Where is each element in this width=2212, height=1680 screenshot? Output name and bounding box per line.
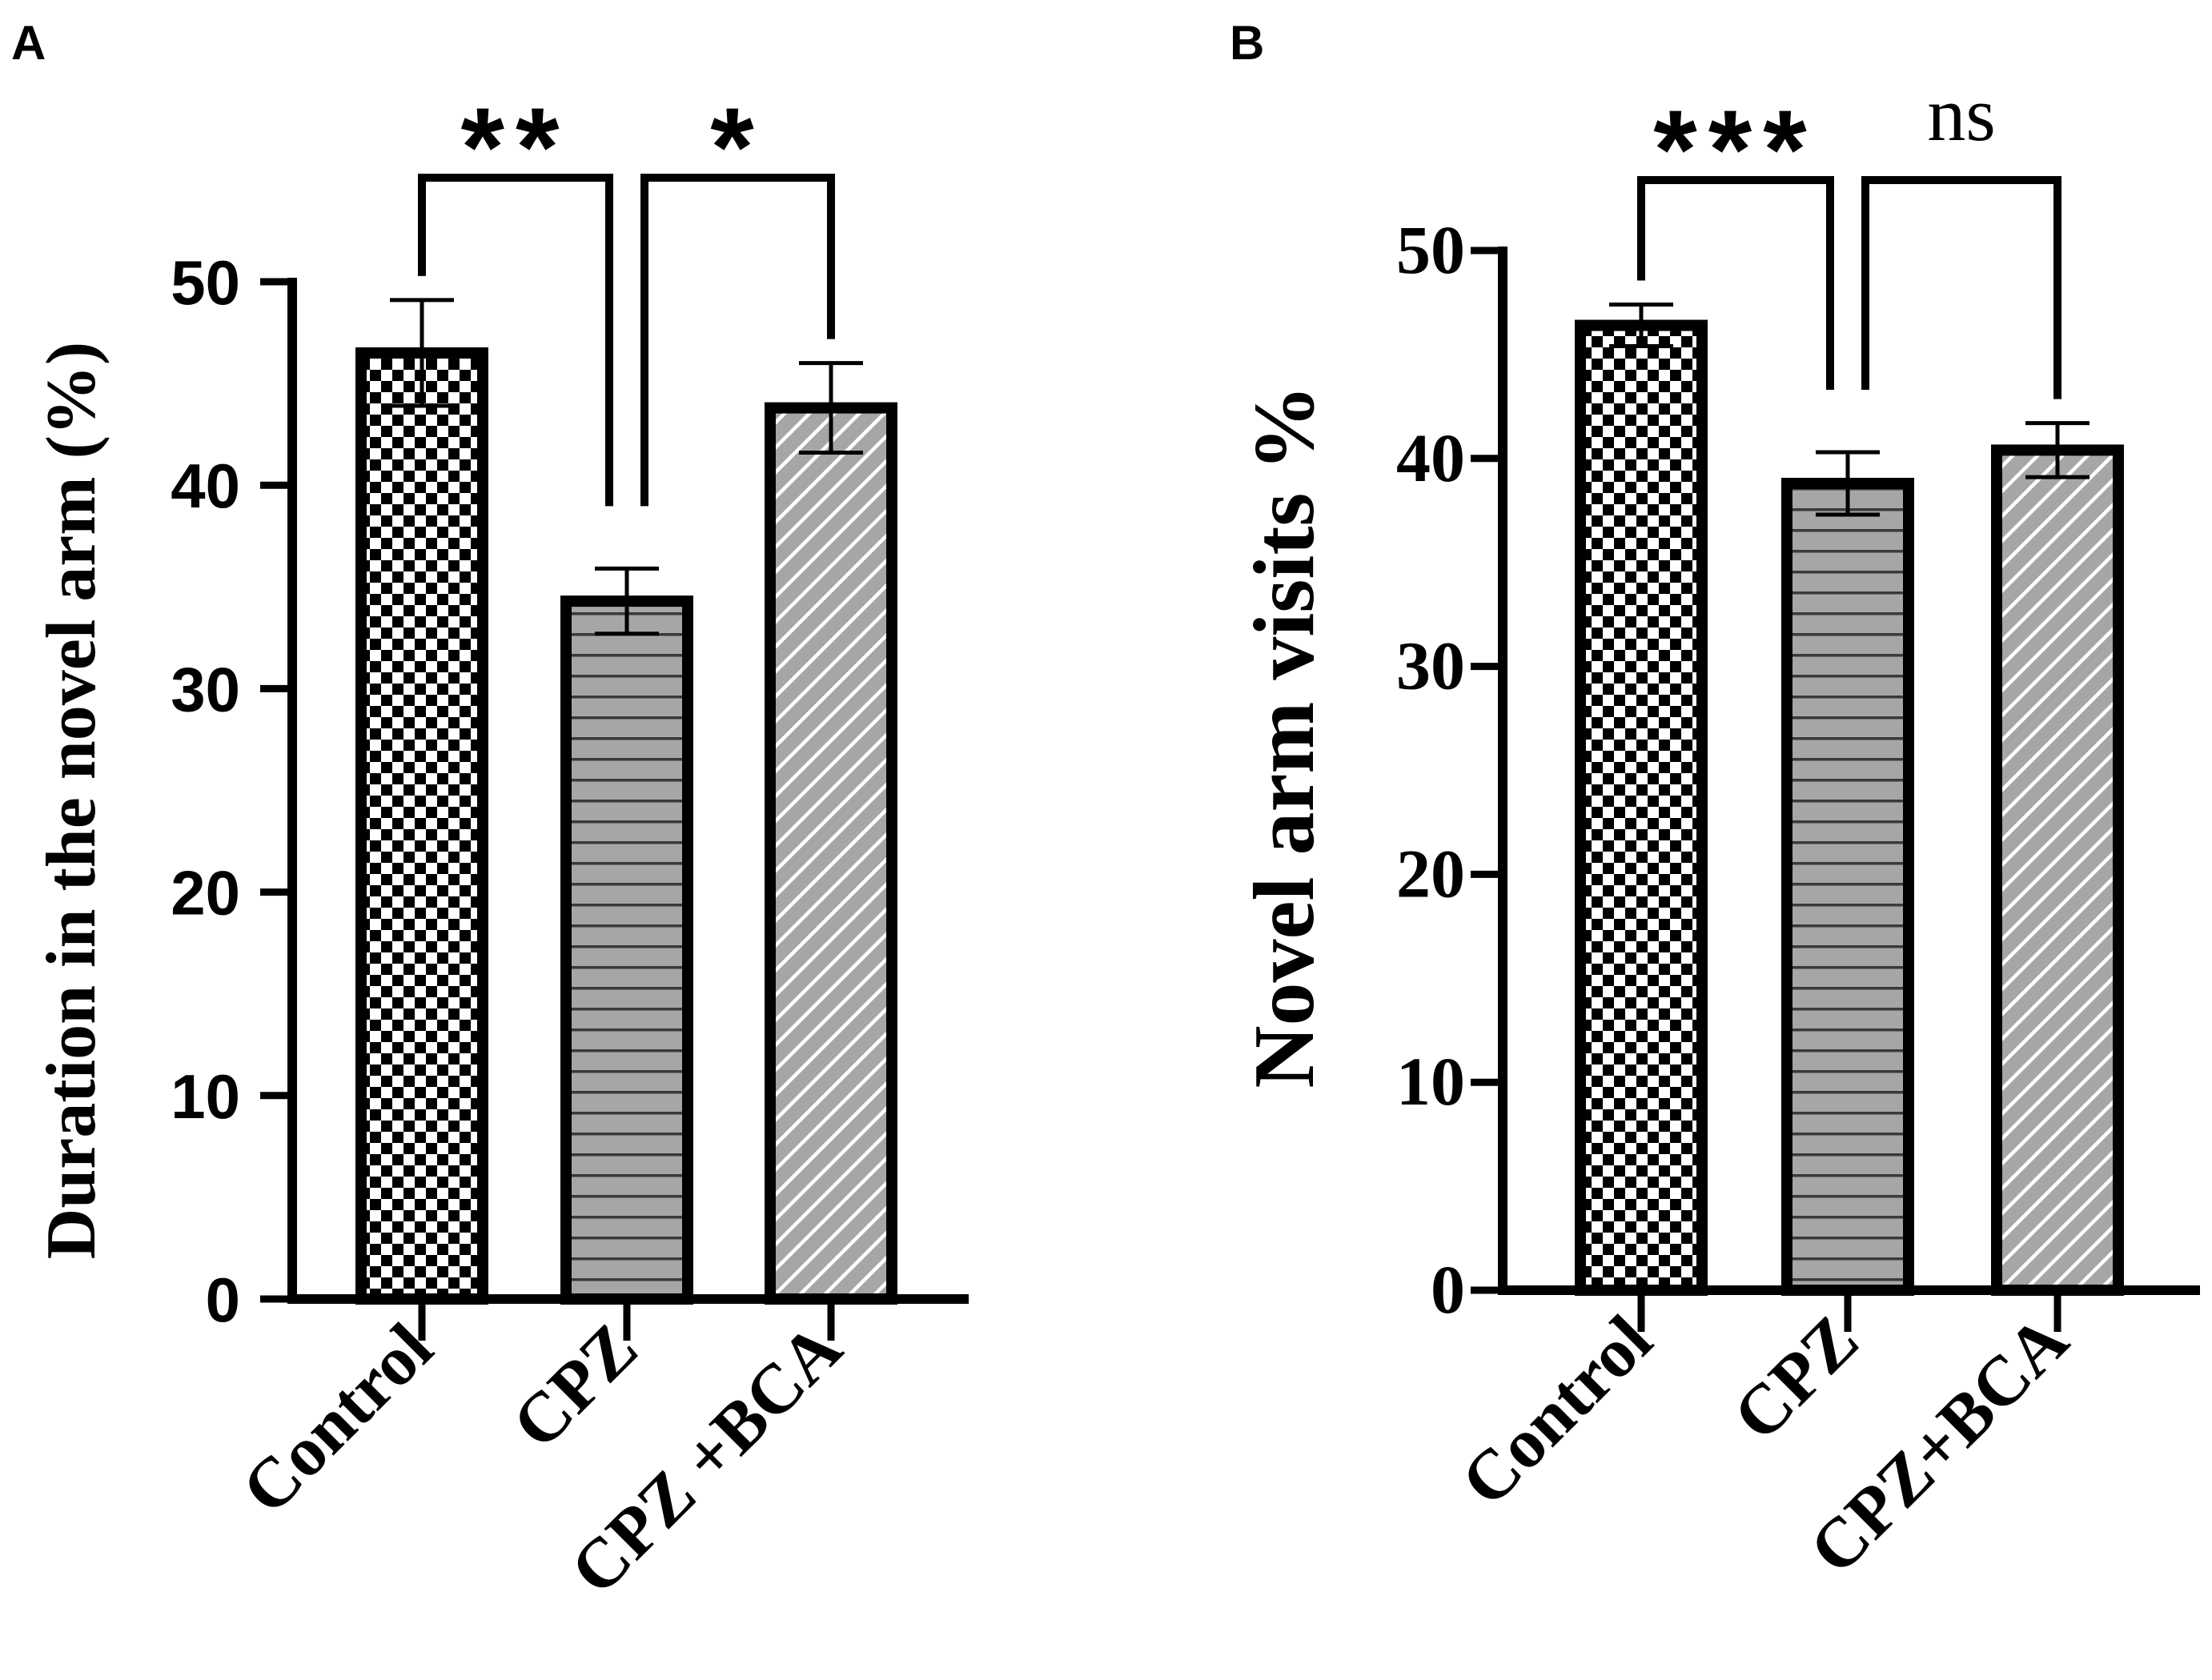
y-tick-label: 20 [1396,835,1465,912]
y-ticks-a: 0 10 20 30 40 50 [171,247,292,1335]
x-tick-label: Control [1447,1301,1667,1522]
bar-cpz [560,595,693,1305]
y-tick-label: 10 [171,1061,240,1132]
y-tick-label: 0 [1431,1251,1465,1328]
y-tick-label: 10 [1396,1043,1465,1120]
significance-bracket [1861,176,2061,399]
y-tick-label: 40 [171,451,240,521]
y-tick-label: 30 [1396,627,1465,704]
y-ticks-b: 0 10 20 30 40 50 [1396,211,1503,1328]
significance-a: ** * [418,84,835,507]
bar-cpz-bca [765,402,897,1305]
panel-a: A Duration in the novel arm (%) 0 10 20 30 4… [11,16,969,1610]
significance-label: *** [1653,86,1817,212]
bar-control [1575,319,1708,1297]
significance-label: ** [461,84,571,210]
significance-bracket [640,174,835,507]
y-tick-label: 50 [1396,211,1465,288]
y-axis-label-a: Duration in the novel arm (%) [33,342,110,1259]
bars-b [1575,319,2124,1297]
bar-cpz [1781,477,1914,1296]
x-tick-label: Control [227,1309,448,1530]
y-tick-label: 30 [171,654,240,724]
bars-a [355,347,897,1305]
y-tick-label: 50 [171,247,240,318]
y-tick-label: 40 [1396,419,1465,496]
y-axis-label-b: Novel arm visits % [1237,385,1332,1089]
significance-label: ns [1927,71,1995,157]
bar-cpz-bca [1991,444,2124,1297]
panel-letter-a: A [11,16,46,70]
error-bars-b [1609,303,2090,517]
panel-b: B Novel arm visits % 0 10 20 30 40 50 Control… [1230,16,2200,1589]
significance-bracket [418,174,613,507]
panel-letter-b: B [1230,16,1264,70]
bar-control [355,347,488,1305]
y-tick-label: 20 [171,858,240,928]
error-bars-a [390,298,863,636]
y-tick-label: 0 [206,1265,240,1335]
significance-bracket [1637,176,1834,391]
significance-label: * [710,84,765,210]
significance-b: *** ns [1637,71,2061,399]
